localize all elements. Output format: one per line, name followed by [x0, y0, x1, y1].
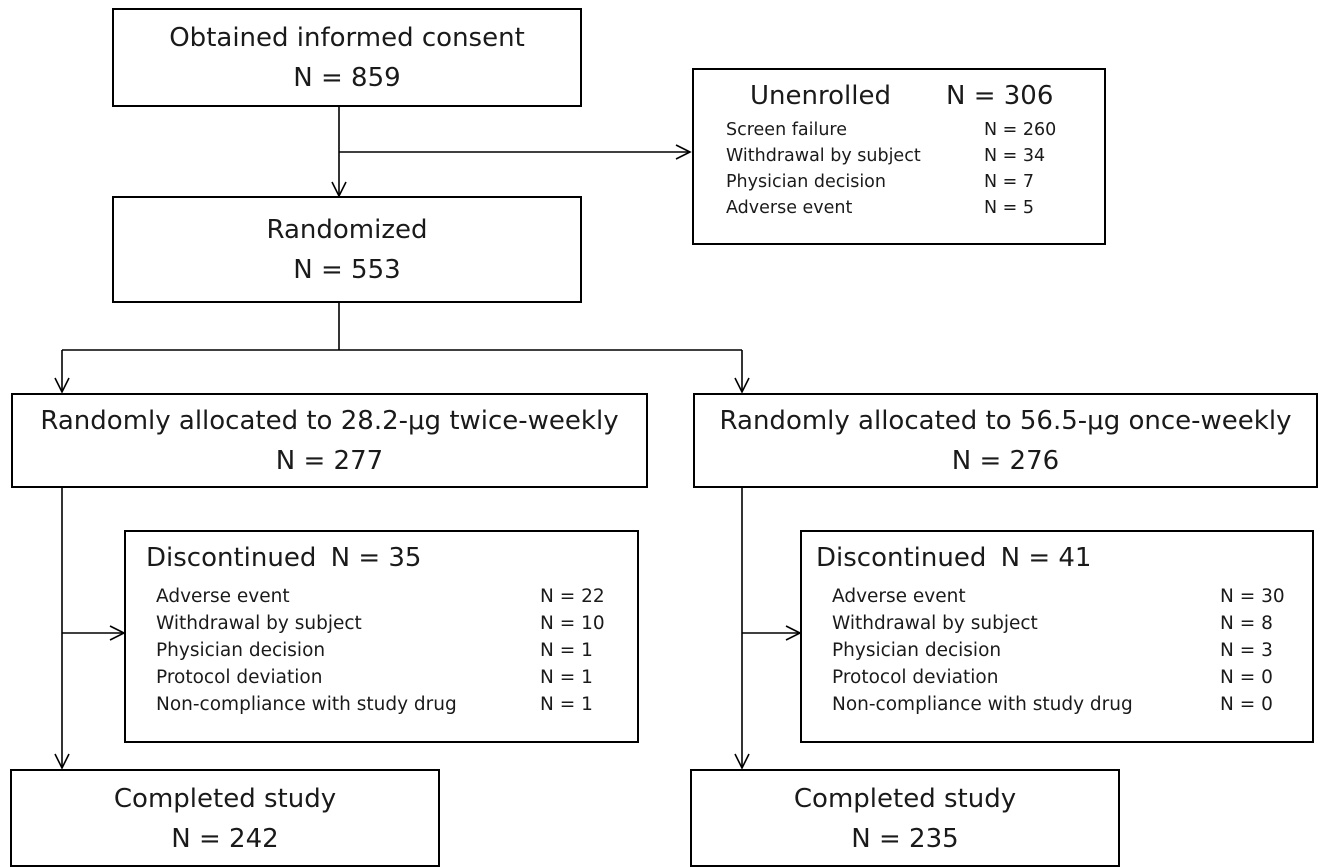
arm-b-reason-count: N = 0: [1220, 667, 1273, 688]
arm-a-reason-label: Adverse event: [156, 586, 290, 607]
arm-b-discontinued-box: Discontinued N = 41 Adverse event N = 30…: [800, 530, 1314, 743]
arm-b-reason-count: N = 30: [1220, 586, 1285, 607]
unenrolled-reason-count: N = 34: [984, 146, 1046, 166]
arrowhead: [734, 753, 750, 770]
arm-b-reason-count: N = 3: [1220, 640, 1273, 661]
unenrolled-reason-label: Withdrawal by subject: [726, 146, 921, 166]
arm-a-reason-count: N = 22: [540, 586, 605, 607]
arm-a-discontinued-title: Discontinued: [146, 543, 317, 573]
unenrolled-reason-label: Adverse event: [726, 198, 853, 218]
arrowhead: [54, 377, 70, 394]
arm-a-reason-label: Protocol deviation: [156, 667, 323, 688]
arm-a-discontinued-box: Discontinued N = 35 Adverse event N = 22…: [124, 530, 639, 743]
arm-b-reason-label: Protocol deviation: [832, 667, 999, 688]
consent-title: Obtained informed consent: [169, 23, 525, 53]
arm-b-reason-label: Adverse event: [832, 586, 966, 607]
unenrolled-title: Unenrolled: [750, 81, 891, 111]
randomized-box: Randomized N = 553: [112, 196, 582, 303]
arm-a-completed-title: Completed study: [113, 784, 337, 814]
randomized-title: Randomized: [266, 215, 428, 245]
arm-a-reason-count: N = 1: [540, 667, 593, 688]
arm-a-reason-label: Withdrawal by subject: [156, 613, 362, 634]
arrowhead: [675, 144, 692, 160]
arm-b-allocation-box: Randomly allocated to 56.5-μg once-weekl…: [693, 393, 1318, 488]
arm-b-reason-label: Physician decision: [832, 640, 1002, 661]
unenrolled-reason-label: Physician decision: [726, 172, 886, 192]
arm-b-completed-title: Completed study: [793, 784, 1017, 814]
arm-b-count: N = 276: [951, 446, 1060, 476]
consent-box: Obtained informed consent N = 859: [112, 8, 582, 107]
arrowhead: [54, 753, 70, 770]
arm-b-discontinued-count: N = 41: [1000, 543, 1092, 573]
arm-a-reason-count: N = 1: [540, 694, 593, 715]
arrowhead: [734, 377, 750, 394]
arm-b-discontinued-title: Discontinued: [816, 543, 987, 573]
arm-b-reason-count: N = 8: [1220, 613, 1273, 634]
randomized-count: N = 553: [293, 255, 401, 285]
arm-a-title: Randomly allocated to 28.2-μg twice-week…: [40, 406, 619, 436]
arm-b-reason-count: N = 0: [1220, 694, 1273, 715]
arm-a-reason-label: Physician decision: [156, 640, 326, 661]
arm-a-reason-count: N = 10: [540, 613, 605, 634]
arm-b-completed-count: N = 235: [851, 824, 959, 854]
unenrolled-reason-count: N = 7: [984, 172, 1035, 192]
arm-a-count: N = 277: [275, 446, 384, 476]
arm-a-completed-count: N = 242: [171, 824, 279, 854]
unenrolled-reason-label: Screen failure: [726, 120, 848, 140]
consent-count: N = 859: [293, 63, 401, 93]
arm-b-reason-label: Withdrawal by subject: [832, 613, 1038, 634]
unenrolled-reason-count: N = 5: [984, 198, 1035, 218]
arm-a-allocation-box: Randomly allocated to 28.2-μg twice-week…: [11, 393, 648, 488]
arm-b-completed-box: Completed study N = 235: [690, 769, 1120, 867]
unenrolled-count: N = 306: [946, 81, 1054, 111]
unenrolled-reason-count: N = 260: [984, 120, 1057, 140]
unenrolled-box: Unenrolled N = 306 Screen failure N = 26…: [692, 68, 1106, 245]
arm-a-completed-box: Completed study N = 242: [10, 769, 440, 867]
arm-b-title: Randomly allocated to 56.5-μg once-weekl…: [719, 406, 1292, 436]
arm-b-reason-label: Non-compliance with study drug: [832, 694, 1133, 715]
arm-a-reason-label: Non-compliance with study drug: [156, 694, 457, 715]
arm-a-reason-count: N = 1: [540, 640, 593, 661]
arm-a-discontinued-count: N = 35: [330, 543, 422, 573]
